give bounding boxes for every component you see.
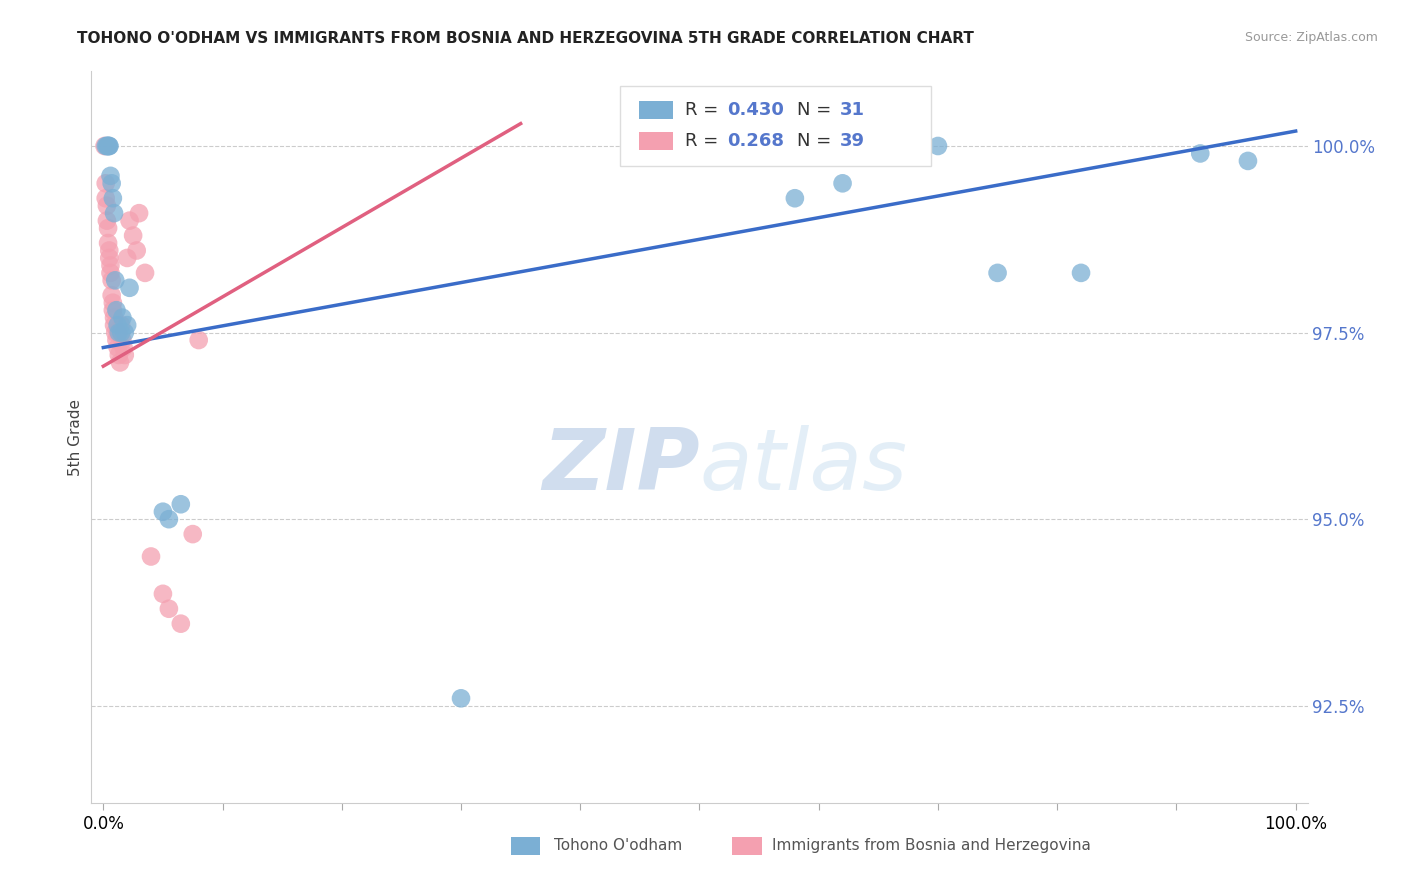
Text: ZIP: ZIP <box>541 425 699 508</box>
Point <box>101 191 124 205</box>
Text: 0.268: 0.268 <box>727 132 785 150</box>
Point <box>100 177 122 191</box>
Point <box>927 139 949 153</box>
Point <box>107 326 129 340</box>
Point <box>105 333 128 347</box>
Point <box>101 303 124 318</box>
Y-axis label: 5th Grade: 5th Grade <box>67 399 83 475</box>
Point <box>107 318 129 332</box>
Point <box>103 206 125 220</box>
Point <box>98 139 121 153</box>
FancyBboxPatch shape <box>733 838 762 855</box>
Text: Immigrants from Bosnia and Herzegovina: Immigrants from Bosnia and Herzegovina <box>772 838 1091 853</box>
Point <box>110 318 132 332</box>
Point <box>94 191 117 205</box>
Point <box>831 177 853 191</box>
FancyBboxPatch shape <box>638 102 672 119</box>
Point <box>157 601 180 615</box>
Point <box>170 616 193 631</box>
Point <box>104 326 127 340</box>
Point <box>108 355 131 369</box>
Point <box>112 341 135 355</box>
Point <box>100 259 122 273</box>
Point <box>110 326 132 340</box>
FancyBboxPatch shape <box>510 838 540 855</box>
Point <box>104 273 127 287</box>
Point <box>125 244 148 258</box>
Point <box>96 139 118 153</box>
Point <box>107 341 129 355</box>
Point <box>118 213 141 227</box>
FancyBboxPatch shape <box>638 132 672 150</box>
Point <box>101 295 124 310</box>
Text: R =: R = <box>685 132 724 150</box>
Text: Tohono O'odham: Tohono O'odham <box>554 838 682 853</box>
Point <box>98 251 121 265</box>
Point <box>111 310 134 325</box>
Point <box>97 235 120 250</box>
Text: R =: R = <box>685 101 724 120</box>
Point <box>152 587 174 601</box>
Point <box>98 244 121 258</box>
Point <box>100 273 122 287</box>
Point <box>783 191 806 205</box>
Point <box>187 333 209 347</box>
FancyBboxPatch shape <box>620 86 931 167</box>
Point <box>115 318 138 332</box>
Point <box>987 266 1010 280</box>
Point <box>134 266 156 280</box>
Point <box>100 169 122 183</box>
Point <box>114 348 136 362</box>
Text: Source: ZipAtlas.com: Source: ZipAtlas.com <box>1244 31 1378 45</box>
Point <box>118 281 141 295</box>
Point <box>100 288 122 302</box>
Point <box>181 527 204 541</box>
Point <box>94 177 117 191</box>
Point <box>96 199 118 213</box>
Point <box>152 505 174 519</box>
Point <box>100 266 122 280</box>
Text: 31: 31 <box>839 101 865 120</box>
Point <box>103 310 125 325</box>
Point <box>115 251 138 265</box>
Point <box>98 139 121 153</box>
Point <box>450 691 472 706</box>
Point <box>1189 146 1212 161</box>
Point <box>97 139 120 153</box>
Point <box>170 497 193 511</box>
Point <box>139 549 162 564</box>
Point <box>108 326 131 340</box>
Point <box>93 139 115 153</box>
Text: 0.430: 0.430 <box>727 101 785 120</box>
Text: N =: N = <box>797 101 837 120</box>
Point <box>97 139 120 153</box>
Text: TOHONO O'ODHAM VS IMMIGRANTS FROM BOSNIA AND HERZEGOVINA 5TH GRADE CORRELATION C: TOHONO O'ODHAM VS IMMIGRANTS FROM BOSNIA… <box>77 31 974 46</box>
Point <box>891 139 914 153</box>
Text: 39: 39 <box>839 132 865 150</box>
Point <box>97 221 120 235</box>
Text: N =: N = <box>797 132 837 150</box>
Point <box>96 213 118 227</box>
Point <box>103 318 125 332</box>
Text: atlas: atlas <box>699 425 907 508</box>
Point <box>94 139 117 153</box>
Point <box>108 348 131 362</box>
Point <box>105 303 128 318</box>
Point <box>157 512 180 526</box>
Point <box>111 333 134 347</box>
Point <box>122 228 145 243</box>
Point <box>1070 266 1092 280</box>
Point <box>1237 153 1260 168</box>
Point <box>128 206 150 220</box>
Point <box>114 326 136 340</box>
